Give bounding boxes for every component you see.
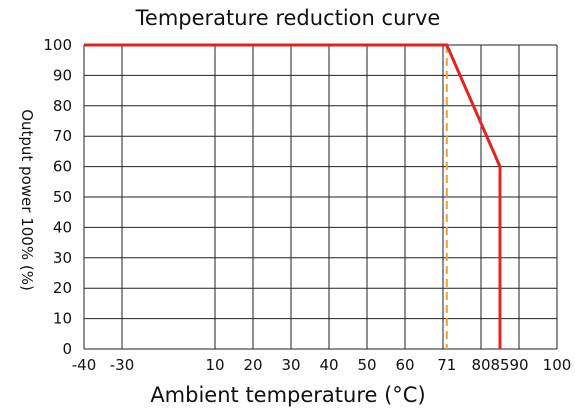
x-tick-label: 71 [437,356,456,374]
y-tick-label: 30 [53,249,72,267]
y-tick-label: 40 [53,218,72,236]
x-tick-label: 30 [281,356,300,374]
x-tick-label: 40 [319,356,338,374]
y-tick-label: 50 [53,188,72,206]
x-tick-label: -30 [110,356,135,374]
x-axis-title: Ambient temperature (°C) [150,383,425,407]
y-tick-label: 90 [53,66,72,84]
y-tick-label: 80 [53,97,72,115]
x-tick-labels: -40 -30 10 20 30 40 50 60 71 80 85 90 100 [72,356,572,374]
y-axis-title: Output power 100% (%) [18,109,36,291]
x-tick-label: 10 [205,356,224,374]
chart-title: Temperature reduction curve [135,6,441,30]
x-tick-label: 20 [243,356,262,374]
x-tick-label: 90 [509,356,528,374]
series-line [84,43,502,349]
grid-layer [83,44,558,350]
y-tick-label: 70 [53,127,72,145]
x-tick-label: -40 [72,356,97,374]
y-tick-labels: 0 10 20 30 40 50 60 70 80 90 100 [43,36,72,358]
series-layer [84,43,502,349]
y-tick-label: 60 [53,158,72,176]
y-tick-label: 0 [62,340,72,358]
y-tick-label: 20 [53,279,72,297]
y-tick-label: 10 [53,310,72,328]
x-tick-label: 85 [490,356,509,374]
x-tick-label: 50 [357,356,376,374]
x-tick-label: 80 [471,356,490,374]
x-tick-label: 60 [395,356,414,374]
x-tick-label: 100 [543,356,572,374]
y-tick-label: 100 [43,36,72,54]
